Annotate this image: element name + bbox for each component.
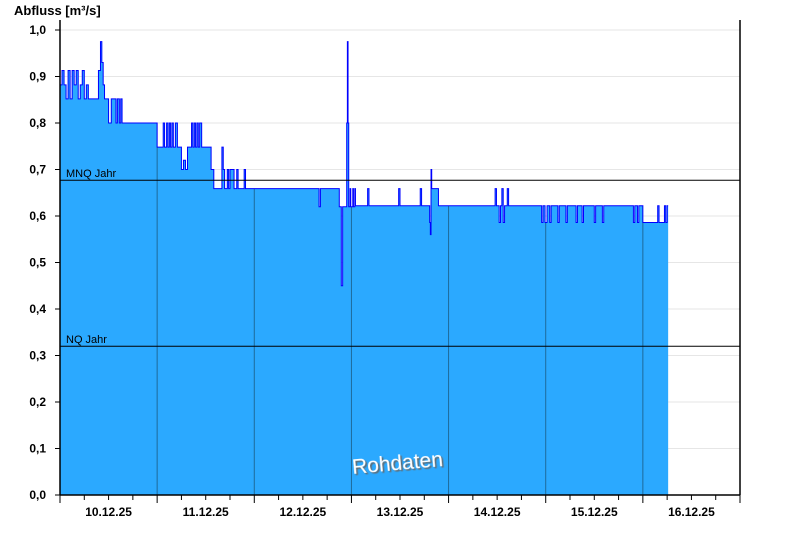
x-tick-label: 10.12.25	[85, 505, 132, 519]
x-tick-label: 14.12.25	[474, 505, 521, 519]
y-tick-label: 0,4	[29, 302, 46, 316]
y-tick-label: 0,7	[29, 163, 46, 177]
y-tick-label: 0,5	[29, 256, 46, 270]
x-tick-label: 13.12.25	[377, 505, 424, 519]
reference-lines: MNQ Jahr NQ Jahr	[60, 168, 740, 347]
x-tick-label: 11.12.25	[183, 505, 229, 519]
y-axis-title: Abfluss [m³/s]	[14, 3, 101, 18]
x-tick-label: 12.12.25	[279, 505, 326, 519]
y-tick-label: 0,3	[29, 349, 46, 363]
y-tick-label: 0,9	[29, 70, 46, 84]
x-tick-label: 16.12.25	[668, 505, 715, 519]
x-tick-label: 15.12.25	[571, 505, 618, 519]
y-tick-label: 0,0	[29, 488, 46, 502]
discharge-area	[60, 41, 669, 495]
reference-line-label: NQ Jahr	[66, 334, 107, 346]
y-tick-label: 0,1	[29, 442, 46, 456]
y-tick-label: 1,0	[29, 23, 46, 37]
y-tick-label: 0,2	[29, 395, 46, 409]
axes: 0,0 0,1 0,2 0,3 0,4 0,5 0,6 0,7 0,8 0,9 1,0 10.12.2…	[29, 20, 741, 519]
y-tick-label: 0,6	[29, 209, 46, 223]
discharge-line	[60, 41, 669, 287]
y-tick-label: 0,8	[29, 116, 46, 130]
reference-line-label: MNQ Jahr	[66, 168, 116, 180]
